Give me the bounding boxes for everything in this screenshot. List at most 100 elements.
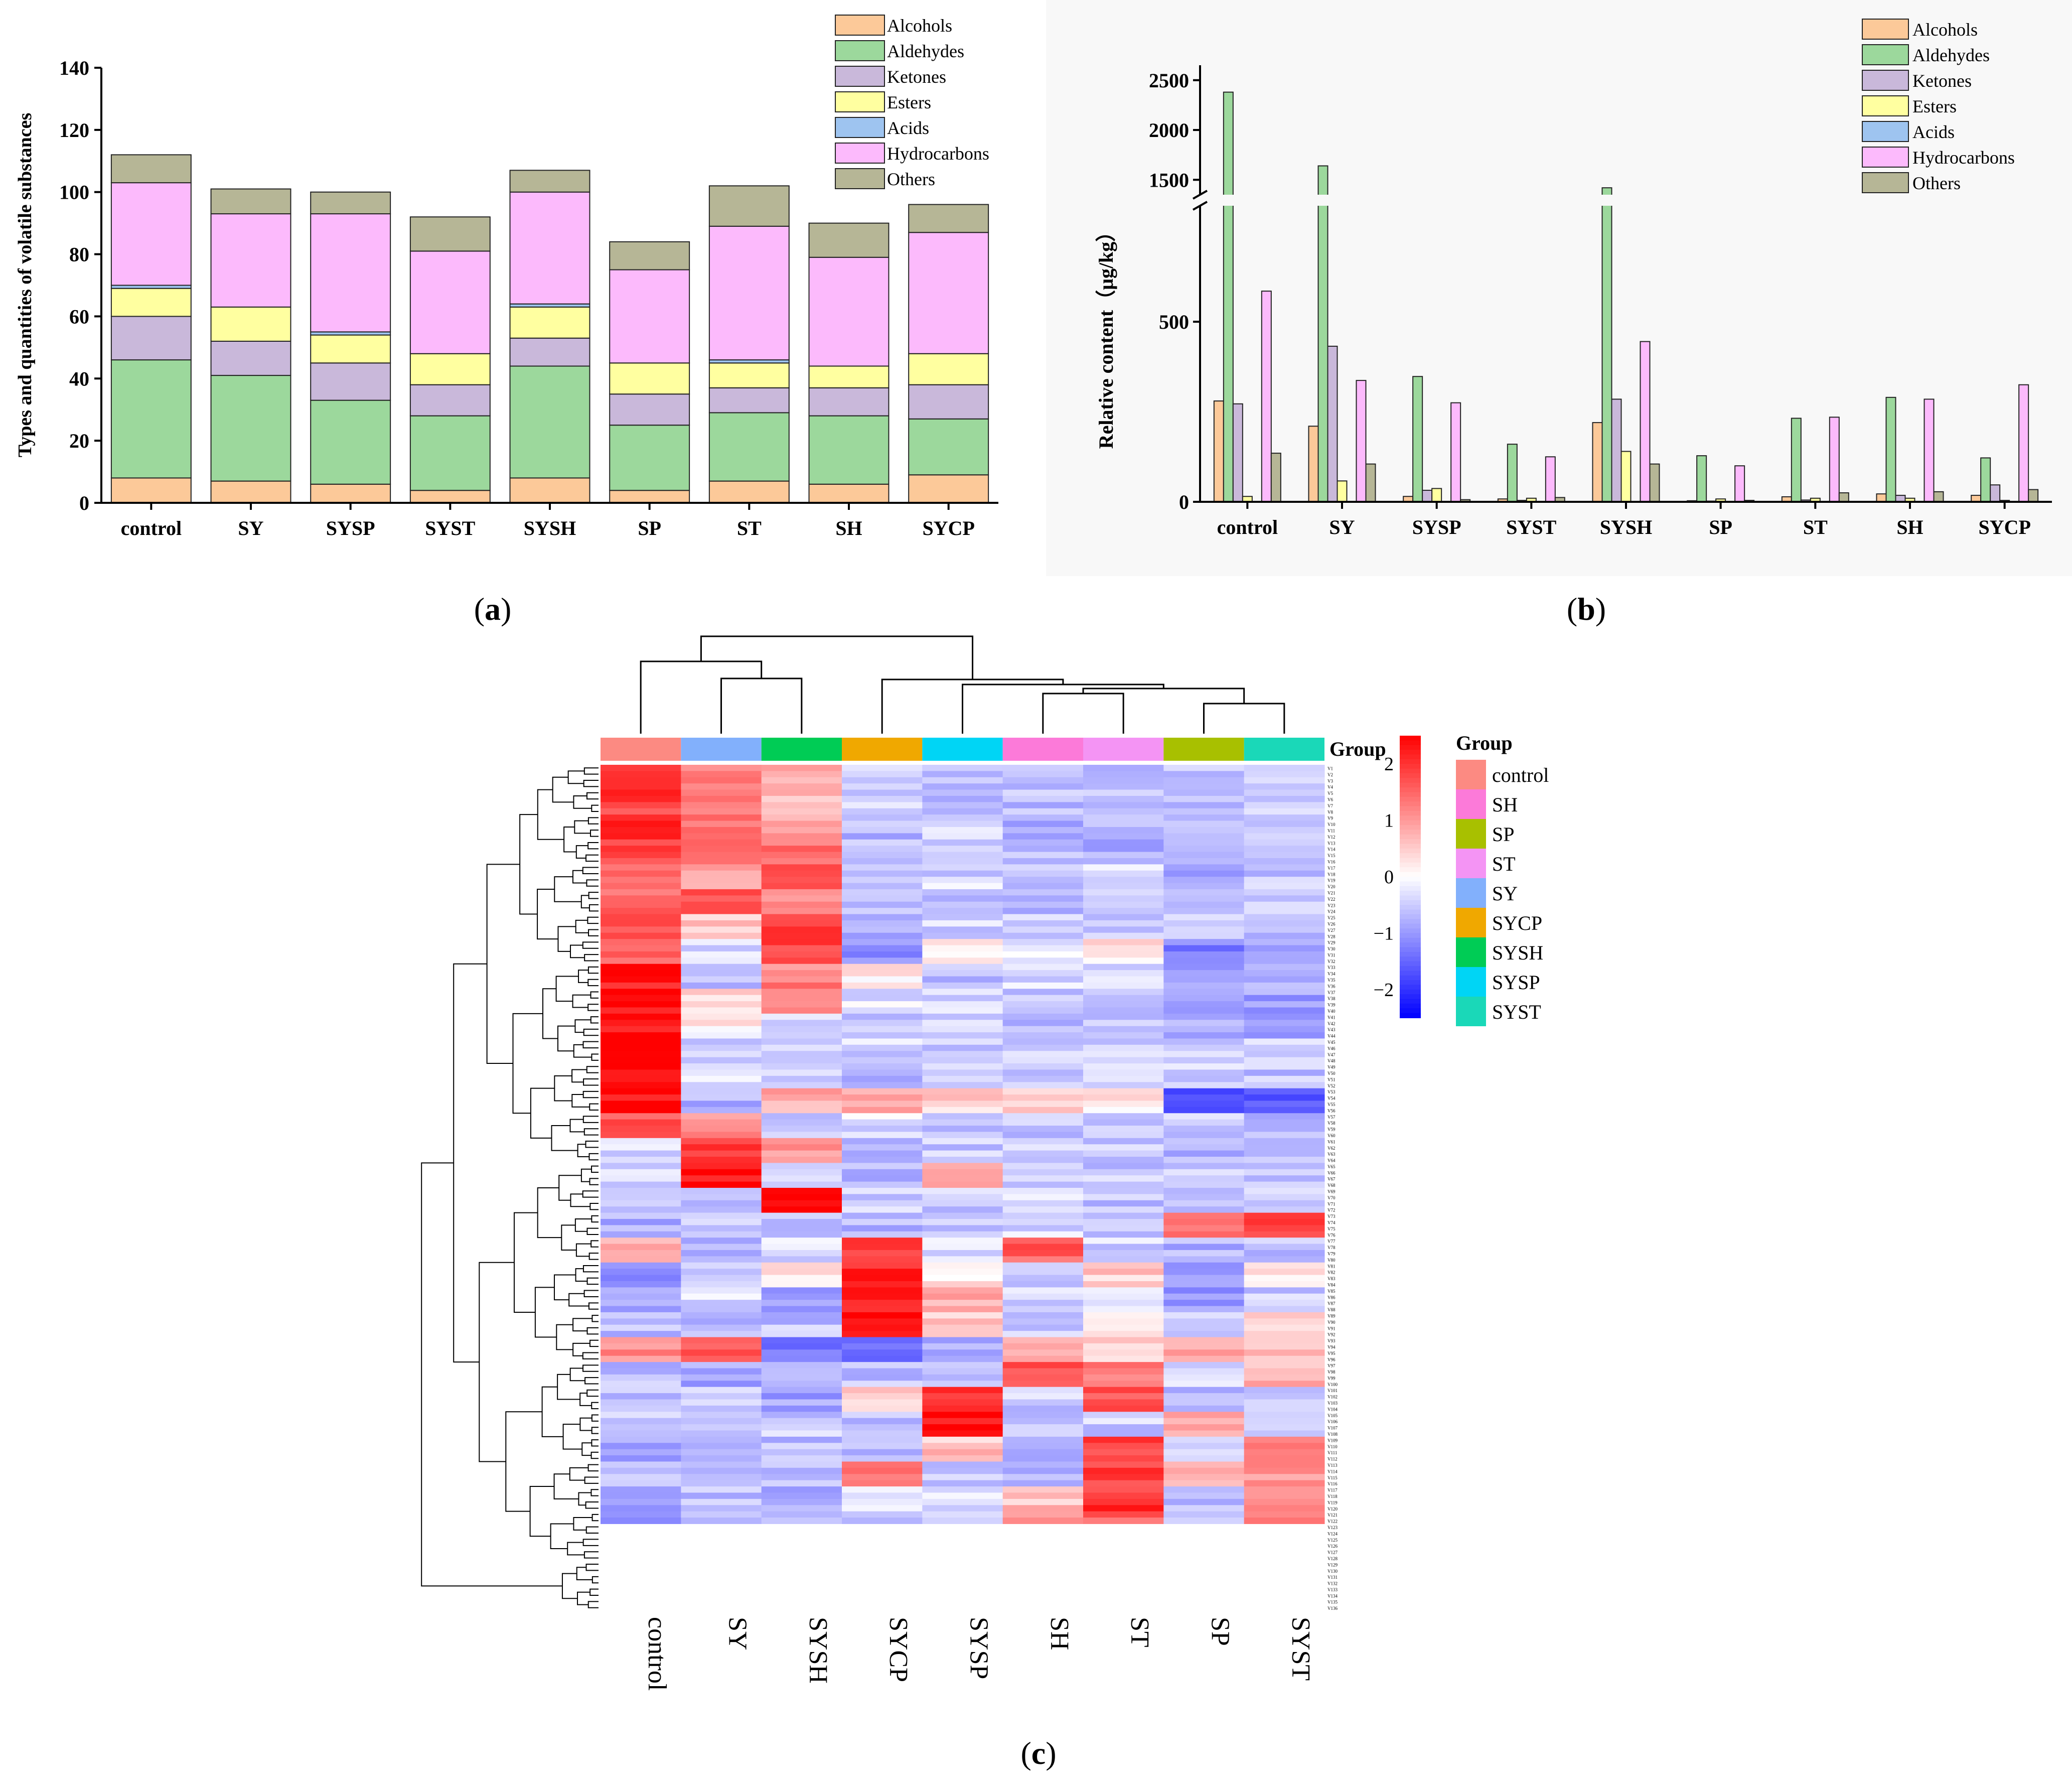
c-cell-ST xyxy=(1083,1001,1164,1008)
c-cell-SYCP xyxy=(842,1238,923,1245)
a-bar-SH-esters xyxy=(808,365,890,388)
c-cell-control xyxy=(601,1374,681,1381)
c-cell-SP xyxy=(1163,1013,1245,1020)
c-cell-SP xyxy=(1163,771,1245,778)
c-cell-ST xyxy=(1083,945,1164,952)
c-cell-SYSH xyxy=(761,1511,842,1518)
c-row-dendrogram-link xyxy=(591,1427,599,1434)
c-cell-SY xyxy=(681,1069,762,1076)
c-cell-SYCP xyxy=(842,920,923,927)
c-cell-ST xyxy=(1083,1075,1164,1082)
c-row-dendrogram-link xyxy=(591,1439,599,1447)
c-cell-SP xyxy=(1163,901,1245,908)
a-bar-SYCP-esters xyxy=(908,353,989,385)
c-cell-SYSP xyxy=(922,1256,1003,1263)
c-cell-SY xyxy=(681,1368,762,1375)
a-bar-SY-others xyxy=(210,188,291,215)
c-cell-SY xyxy=(681,1051,762,1058)
c-cell-SH xyxy=(1002,939,1084,946)
c-cell-SYSP xyxy=(922,1020,1003,1027)
c-cell-SYSH xyxy=(761,932,842,939)
c-cell-SY xyxy=(681,858,762,865)
c-cell-SYST xyxy=(1244,1492,1325,1499)
c-legend-swatch-SYST xyxy=(1456,997,1486,1026)
c-cell-SYST xyxy=(1244,1101,1325,1108)
c-cell-SP xyxy=(1163,808,1245,815)
c-cell-SY xyxy=(681,1001,762,1008)
c-cell-SYSH xyxy=(761,1281,842,1288)
c-cell-SY xyxy=(681,1169,762,1176)
c-cell-SP xyxy=(1163,1069,1245,1076)
c-cell-SY xyxy=(681,1132,762,1139)
c-colorbar-step xyxy=(1400,914,1421,920)
c-cell-SYSP xyxy=(922,1275,1003,1282)
c-cell-SYSH xyxy=(761,1051,842,1058)
c-cell-SY xyxy=(681,1362,762,1369)
c-cell-SYST xyxy=(1244,1449,1325,1456)
c-cell-SYSH xyxy=(761,995,842,1002)
c-colorbar-step xyxy=(1400,801,1421,807)
c-cell-SH xyxy=(1002,1461,1084,1468)
a-bar-SH-hydrocarbons xyxy=(808,256,890,367)
c-row-label: V131 xyxy=(1327,1575,1338,1580)
c-cell-SYCP xyxy=(842,1269,923,1276)
c-row-label: V91 xyxy=(1327,1326,1336,1331)
c-cell-SP xyxy=(1163,1424,1245,1431)
c-cell-SYST xyxy=(1244,820,1325,828)
c-cell-SYCP xyxy=(842,1218,923,1225)
c-cell-control xyxy=(601,1013,681,1020)
c-row-dendrogram-link xyxy=(553,1274,576,1301)
c-cell-ST xyxy=(1083,1324,1164,1331)
c-legend-label-control: control xyxy=(1492,764,1549,786)
c-cell-SYSP xyxy=(922,1405,1003,1412)
c-cell-SYSH xyxy=(761,1306,842,1313)
c-cell-SYSP xyxy=(922,883,1003,890)
c-cell-ST xyxy=(1083,870,1164,877)
c-cell-SYSH xyxy=(761,1069,842,1076)
c-cell-SY xyxy=(681,945,762,952)
c-row-dendrogram-link xyxy=(583,779,599,787)
b-bar-control-aldehydes xyxy=(1223,91,1234,503)
c-colorbar-step xyxy=(1400,881,1421,887)
c-cell-SYST xyxy=(1244,1181,1325,1188)
c-cell-SP xyxy=(1163,1275,1245,1282)
c-cell-SP xyxy=(1163,1399,1245,1406)
c-cell-SYSH xyxy=(761,1300,842,1307)
c-row-label: V55 xyxy=(1327,1102,1336,1107)
c-cell-SYSH xyxy=(761,820,842,828)
c-cell-control xyxy=(601,858,681,865)
c-cell-SYCP xyxy=(842,1306,923,1313)
c-cell-ST xyxy=(1083,1026,1164,1033)
c-cell-ST xyxy=(1083,1412,1164,1419)
c-cell-SY xyxy=(681,852,762,859)
c-cell-SH xyxy=(1002,1051,1084,1058)
c-cell-SYCP xyxy=(842,1250,923,1257)
c-group-cell-SH xyxy=(1002,738,1083,761)
c-cell-SH xyxy=(1002,1044,1084,1051)
c-colorbar-step xyxy=(1400,792,1421,797)
c-cell-SH xyxy=(1002,814,1084,821)
c-row-label: V18 xyxy=(1327,872,1336,877)
heatmap-c: Group V1V2V3V4V5V6V7V8V9V10V11V12V13V14V… xyxy=(421,635,1549,1771)
b-bar-control-ketones xyxy=(1232,403,1243,502)
c-cell-SYSP xyxy=(922,1113,1003,1120)
c-cell-ST xyxy=(1083,1511,1164,1518)
c-cell-control xyxy=(601,951,681,958)
a-bar-SYCP-others xyxy=(908,204,989,233)
c-cell-SYSP xyxy=(922,1331,1003,1338)
c-cell-SYCP xyxy=(842,1157,923,1163)
c-row-label: V8 xyxy=(1327,809,1333,814)
c-cell-SYSP xyxy=(922,1238,1003,1245)
c-row-dendrogram-link xyxy=(587,842,599,850)
c-cell-control xyxy=(601,989,681,996)
c-row-dendrogram-link xyxy=(586,1277,599,1285)
c-row-dendrogram-link xyxy=(557,926,576,952)
c-cell-SY xyxy=(681,1275,762,1282)
c-cell-SH xyxy=(1002,802,1084,809)
a-bar-SP-ketones xyxy=(609,393,690,426)
c-cell-SYSH xyxy=(761,1101,842,1108)
c-row-dendrogram-link xyxy=(576,1567,593,1581)
c-row-label: V48 xyxy=(1327,1058,1336,1063)
c-cell-SH xyxy=(1002,1505,1084,1512)
c-cell-SY xyxy=(681,1212,762,1219)
